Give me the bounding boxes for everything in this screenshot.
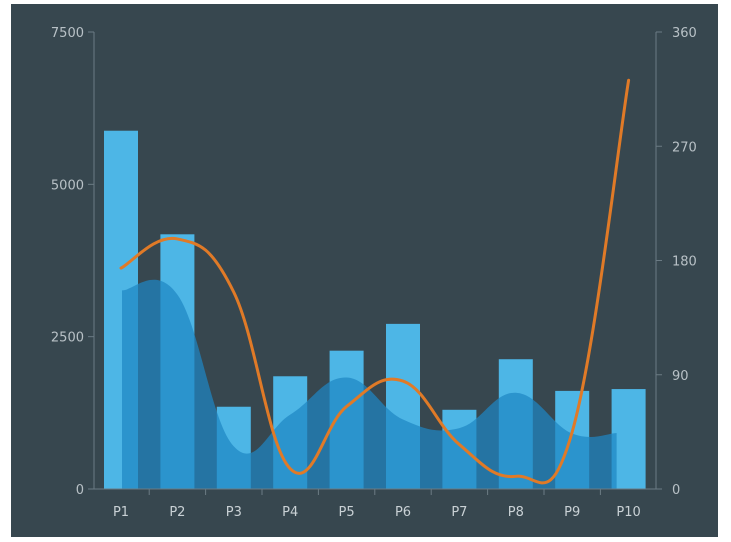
x-tick-label: P1 bbox=[113, 505, 129, 520]
x-tick-label: P4 bbox=[282, 505, 298, 520]
area-series bbox=[122, 279, 617, 489]
bar-p10 bbox=[611, 389, 646, 489]
right-tick-label: 90 bbox=[672, 369, 689, 384]
x-tick-label: P9 bbox=[564, 505, 580, 520]
right-axis-ticks: 0 90 180 270 360 bbox=[656, 26, 697, 498]
right-tick-label: 270 bbox=[672, 140, 697, 155]
x-tick-label: P6 bbox=[395, 505, 411, 520]
line-series bbox=[119, 78, 631, 485]
x-axis-ticks: P1 P2 P3 P4 P5 P6 P7 P8 P9 P10 bbox=[113, 489, 641, 520]
left-tick-label: 5000 bbox=[51, 178, 84, 193]
right-tick-label: 0 bbox=[672, 483, 680, 498]
left-tick-label: 0 bbox=[76, 483, 84, 498]
right-tick-label: 180 bbox=[672, 255, 697, 270]
left-tick-label: 7500 bbox=[51, 26, 84, 41]
x-tick-label: P8 bbox=[508, 505, 524, 520]
left-axis-ticks: 0 2500 5000 7500 bbox=[51, 26, 94, 498]
line-path bbox=[119, 78, 631, 485]
x-tick-label: P7 bbox=[451, 505, 467, 520]
right-tick-label: 360 bbox=[672, 26, 697, 41]
left-tick-label: 2500 bbox=[51, 331, 84, 346]
x-tick-label: P5 bbox=[339, 505, 355, 520]
x-tick-label: P3 bbox=[226, 505, 242, 520]
x-tick-label: P2 bbox=[169, 505, 185, 520]
area-fill bbox=[122, 279, 617, 489]
x-tick-label: P10 bbox=[616, 505, 640, 520]
